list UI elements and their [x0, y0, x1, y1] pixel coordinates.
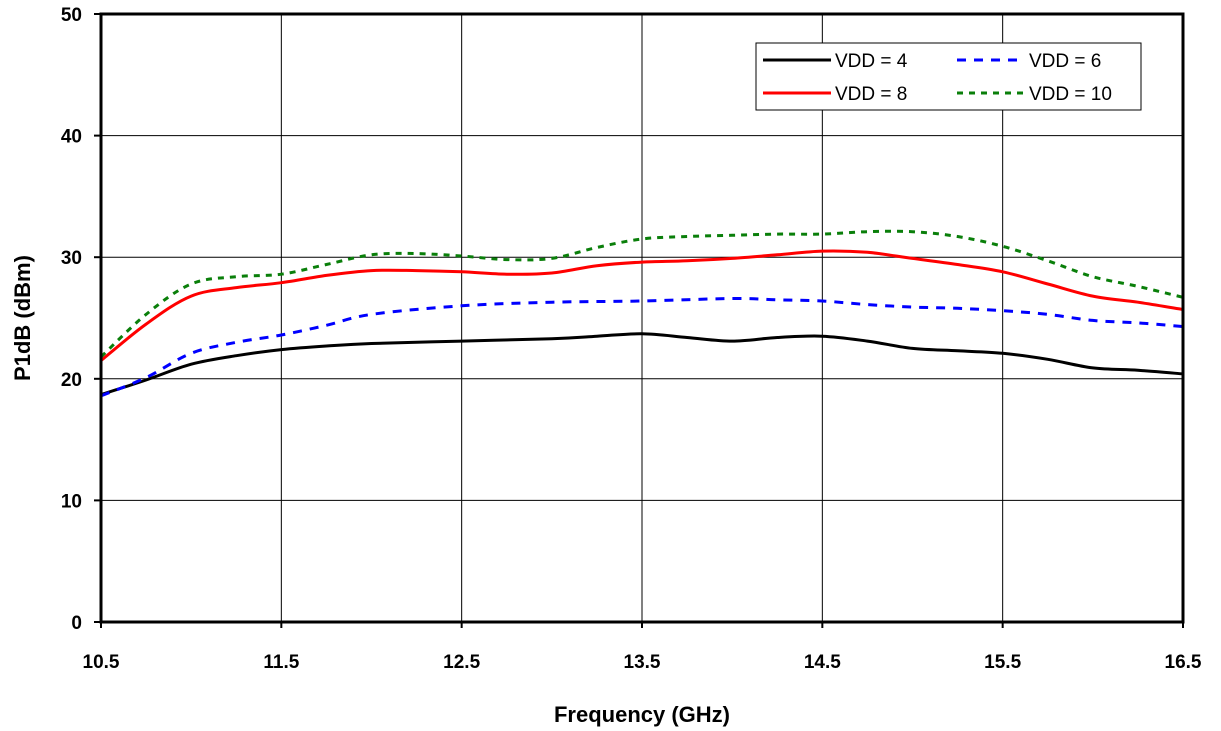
- y-tick-label: 20: [61, 370, 82, 391]
- y-axis-title: P1dB (dBm): [10, 255, 35, 381]
- x-tick-label: 12.5: [443, 652, 480, 673]
- x-tick-label: 14.5: [804, 652, 841, 673]
- legend-label: VDD = 8: [835, 84, 907, 105]
- legend-label: VDD = 4: [835, 51, 908, 72]
- legend-box: [755, 42, 1142, 111]
- x-tick-label: 10.5: [83, 652, 120, 673]
- axis-ticks: 10.5 11.5 12.5 13.5 14.5 15.5 16.5 0 10 20 30 40 50: [61, 5, 1202, 673]
- series-line-1: [100, 332, 1184, 397]
- series-line-3: [100, 249, 1184, 362]
- y-tick-label: 0: [71, 613, 82, 634]
- series-lines: [99, 229, 1184, 398]
- y-tick-label: 40: [61, 127, 82, 148]
- series-line-4: [99, 229, 1184, 358]
- y-tick-label: 10: [61, 491, 82, 512]
- legend-label: VDD = 10: [1029, 84, 1112, 105]
- series-line-2: [100, 296, 1184, 398]
- x-tick-label: 15.5: [984, 652, 1021, 673]
- x-axis-title: Frequency (GHz): [554, 702, 730, 727]
- legend: VDD = 4 VDD = 6 VDD = 8 VDD = 10: [755, 42, 1142, 111]
- x-tick-label: 13.5: [624, 652, 661, 673]
- x-tick-label: 16.5: [1165, 652, 1202, 673]
- legend-label: VDD = 6: [1029, 51, 1101, 72]
- y-tick-label: 30: [61, 248, 82, 269]
- x-tick-label: 11.5: [263, 652, 299, 673]
- y-tick-label: 50: [61, 5, 82, 26]
